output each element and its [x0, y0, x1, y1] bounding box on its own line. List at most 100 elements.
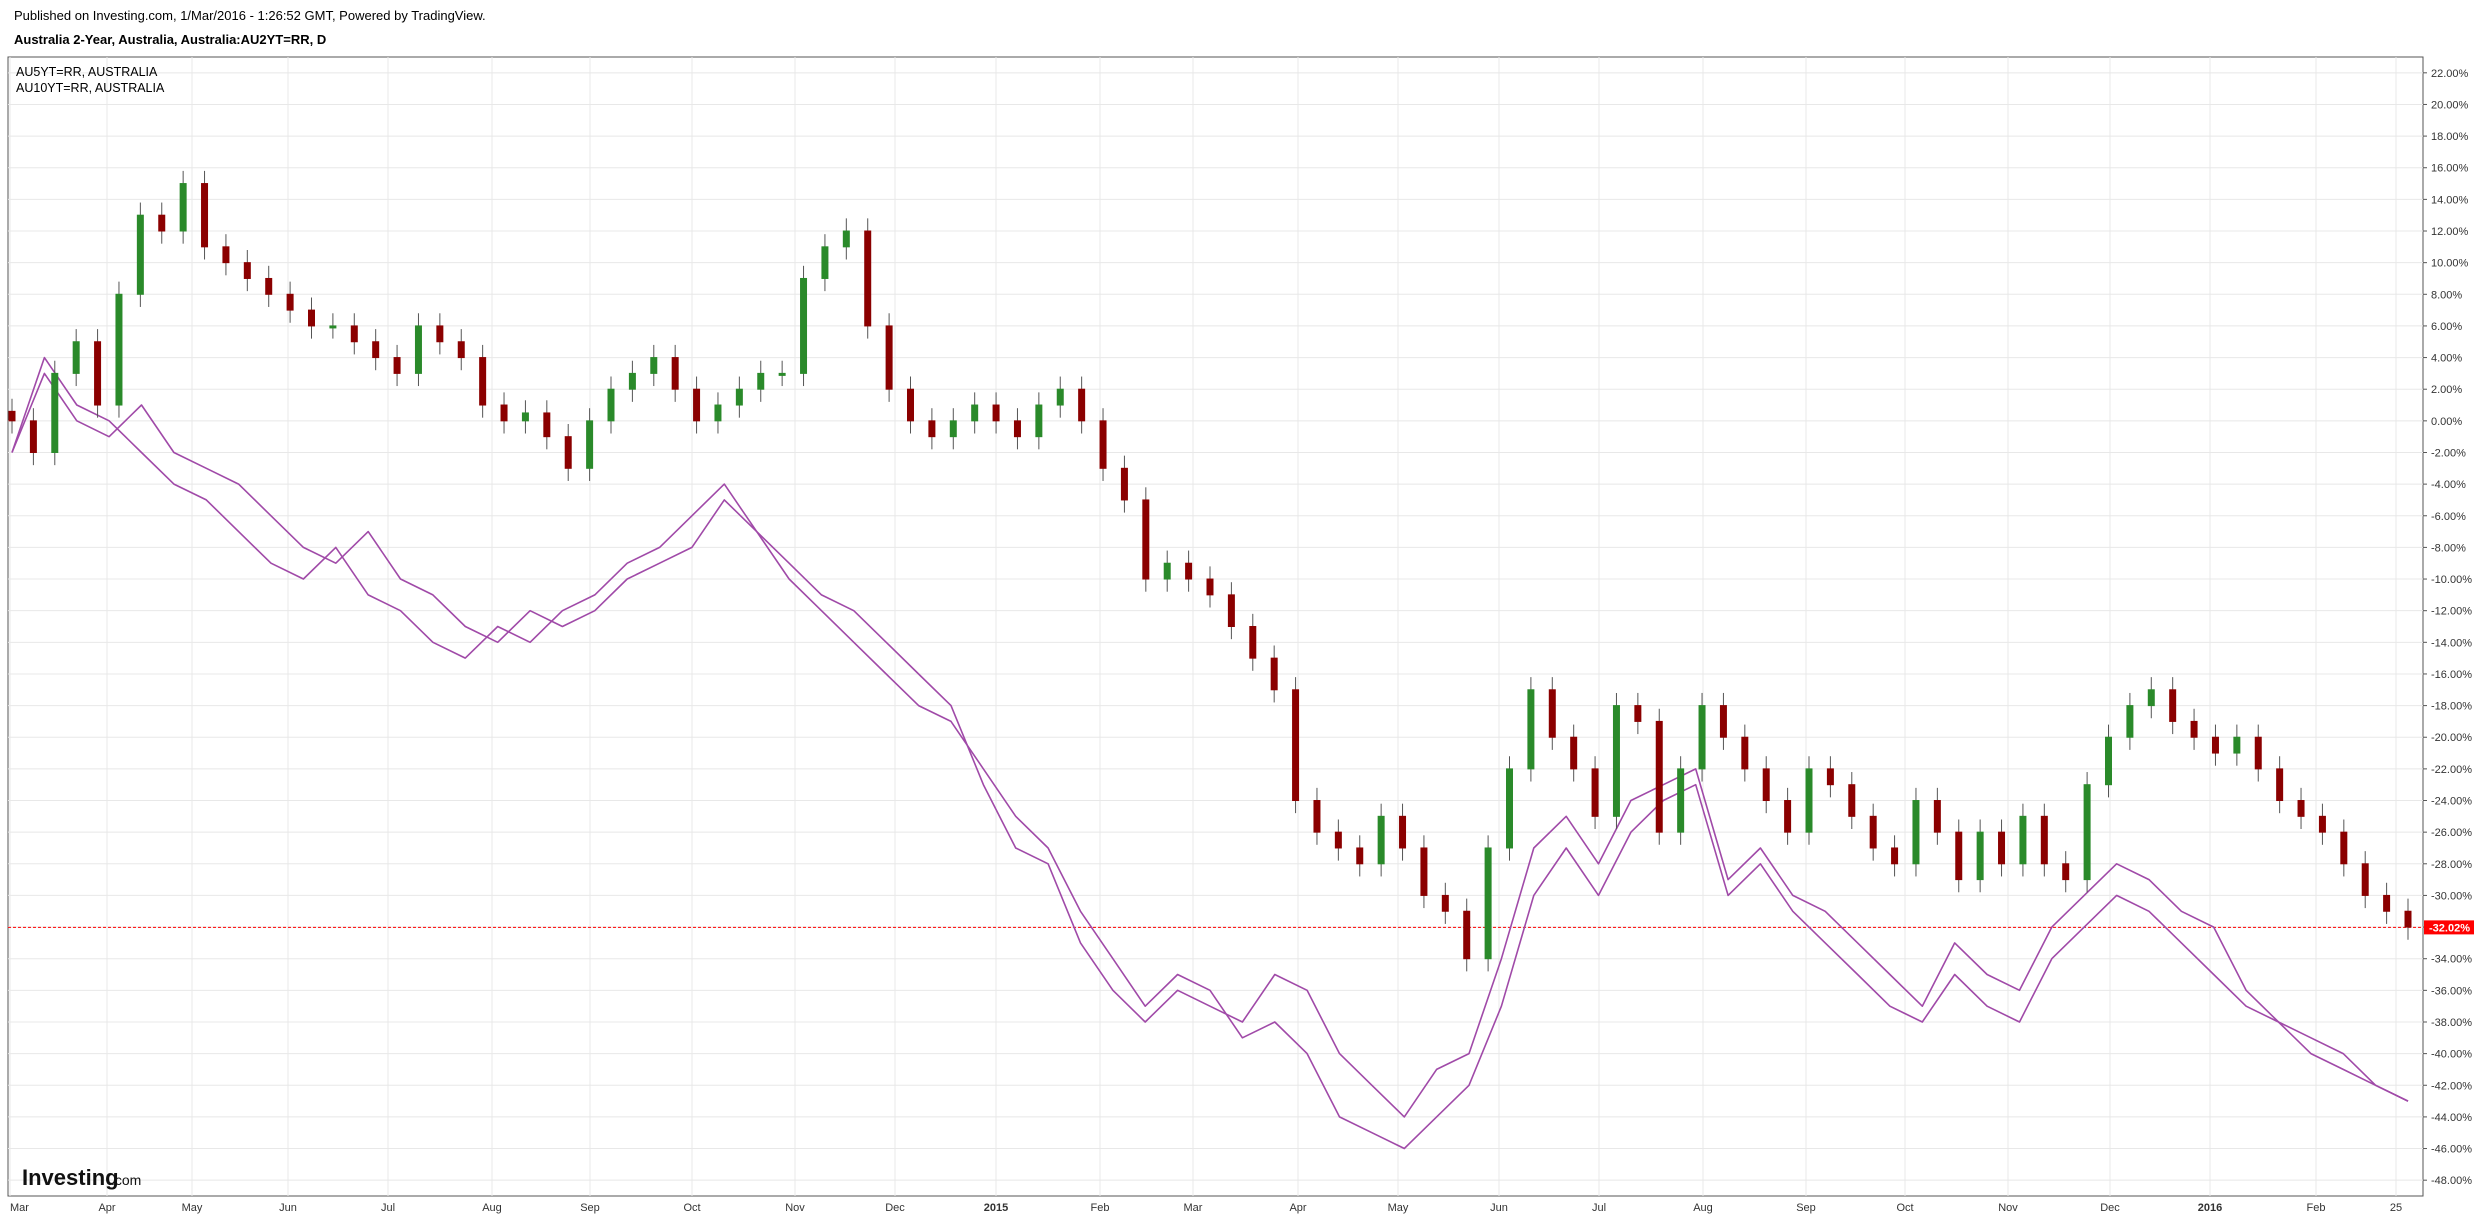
candle-body[interactable]: [1955, 831, 1963, 881]
candle-body[interactable]: [1591, 768, 1599, 817]
candle-body[interactable]: [778, 372, 786, 376]
candle-body[interactable]: [907, 388, 914, 422]
candle-body[interactable]: [1612, 705, 1620, 817]
candle-body[interactable]: [800, 277, 808, 374]
candle-body[interactable]: [885, 325, 893, 390]
candle-body[interactable]: [2040, 815, 2048, 865]
candle-body[interactable]: [243, 262, 251, 279]
candle-body[interactable]: [350, 325, 358, 343]
candle-body[interactable]: [1698, 705, 1706, 770]
candle-body[interactable]: [1399, 815, 1407, 849]
candle-body[interactable]: [693, 388, 701, 422]
plot-area[interactable]: [7, 56, 2424, 1197]
series-line-2[interactable]: [11, 356, 2409, 1150]
candle-body[interactable]: [1527, 689, 1535, 770]
candle-body[interactable]: [2126, 705, 2134, 738]
candle-body[interactable]: [2404, 910, 2412, 928]
candle-body[interactable]: [564, 436, 572, 469]
candle-body[interactable]: [2190, 720, 2198, 738]
candle-body[interactable]: [928, 420, 936, 438]
candle-body[interactable]: [72, 341, 80, 374]
candle-body[interactable]: [479, 357, 487, 406]
candle-body[interactable]: [1035, 404, 1043, 438]
candle-body[interactable]: [8, 410, 16, 422]
candle-body[interactable]: [992, 404, 1000, 422]
candle-body[interactable]: [1869, 815, 1877, 849]
candle-body[interactable]: [1441, 894, 1449, 912]
candle-body[interactable]: [158, 214, 166, 232]
candle-body[interactable]: [1420, 847, 1428, 896]
candle-body[interactable]: [115, 293, 123, 406]
candle-body[interactable]: [1484, 847, 1492, 960]
candle-body[interactable]: [1976, 831, 1984, 881]
candle-body[interactable]: [1826, 768, 1834, 786]
candle-body[interactable]: [1655, 720, 1663, 833]
candle-body[interactable]: [735, 388, 743, 406]
candle-body[interactable]: [1313, 800, 1321, 833]
candle-body[interactable]: [179, 183, 187, 232]
candle-body[interactable]: [1334, 831, 1342, 849]
candle-body[interactable]: [1719, 705, 1727, 738]
candle-body[interactable]: [949, 420, 957, 438]
candle-body[interactable]: [94, 341, 102, 406]
candle-body[interactable]: [714, 404, 722, 422]
candle-body[interactable]: [2062, 863, 2070, 881]
candle-body[interactable]: [265, 277, 273, 295]
candle-body[interactable]: [2169, 689, 2177, 722]
candle-body[interactable]: [1356, 847, 1364, 865]
candle-body[interactable]: [543, 412, 551, 438]
candle-body[interactable]: [1891, 847, 1899, 865]
candle-body[interactable]: [1933, 800, 1941, 833]
candle-body[interactable]: [29, 420, 37, 453]
candle-body[interactable]: [2340, 831, 2348, 865]
candle-body[interactable]: [1206, 578, 1214, 596]
candle-body[interactable]: [1506, 768, 1513, 849]
candle-body[interactable]: [436, 325, 444, 343]
candle-body[interactable]: [1677, 768, 1685, 833]
candle-body[interactable]: [671, 357, 679, 390]
candle-body[interactable]: [1056, 388, 1064, 406]
candle-body[interactable]: [2211, 736, 2219, 754]
candle-body[interactable]: [457, 341, 465, 359]
candle-body[interactable]: [2147, 689, 2155, 707]
candle-body[interactable]: [2083, 784, 2091, 881]
candle-body[interactable]: [1848, 784, 1856, 817]
candle-body[interactable]: [650, 357, 658, 374]
candle-body[interactable]: [2361, 863, 2369, 896]
candle-body[interactable]: [1249, 626, 1257, 659]
candle-body[interactable]: [2276, 768, 2284, 802]
series-line-1[interactable]: [11, 372, 2409, 1118]
candle-body[interactable]: [1270, 657, 1278, 691]
candle-body[interactable]: [1163, 562, 1171, 580]
candle-body[interactable]: [308, 309, 315, 327]
candle-body[interactable]: [1142, 499, 1150, 580]
candle-body[interactable]: [2233, 736, 2241, 754]
candle-body[interactable]: [1570, 736, 1578, 770]
candle-body[interactable]: [821, 246, 829, 279]
candle-body[interactable]: [1292, 689, 1300, 802]
candle-body[interactable]: [329, 325, 337, 329]
candle-body[interactable]: [757, 372, 765, 390]
candle-body[interactable]: [2383, 894, 2391, 912]
candle-body[interactable]: [1741, 736, 1749, 770]
candle-body[interactable]: [864, 230, 872, 327]
candle-body[interactable]: [521, 412, 529, 422]
candle-body[interactable]: [1463, 910, 1471, 960]
candle-body[interactable]: [201, 183, 209, 248]
candle-body[interactable]: [393, 357, 401, 374]
candle-body[interactable]: [628, 372, 636, 390]
candle-body[interactable]: [500, 404, 508, 422]
candle-body[interactable]: [2019, 815, 2027, 865]
candle-body[interactable]: [222, 246, 230, 264]
candle-body[interactable]: [1548, 689, 1556, 738]
candle-body[interactable]: [2297, 800, 2305, 817]
candle-body[interactable]: [2254, 736, 2262, 770]
candle-body[interactable]: [1912, 800, 1920, 865]
candle-body[interactable]: [1078, 388, 1086, 422]
candle-body[interactable]: [1099, 420, 1107, 469]
candle-body[interactable]: [136, 214, 144, 295]
candle-body[interactable]: [1185, 562, 1193, 580]
candle-body[interactable]: [1634, 705, 1642, 722]
candle-body[interactable]: [1805, 768, 1813, 833]
